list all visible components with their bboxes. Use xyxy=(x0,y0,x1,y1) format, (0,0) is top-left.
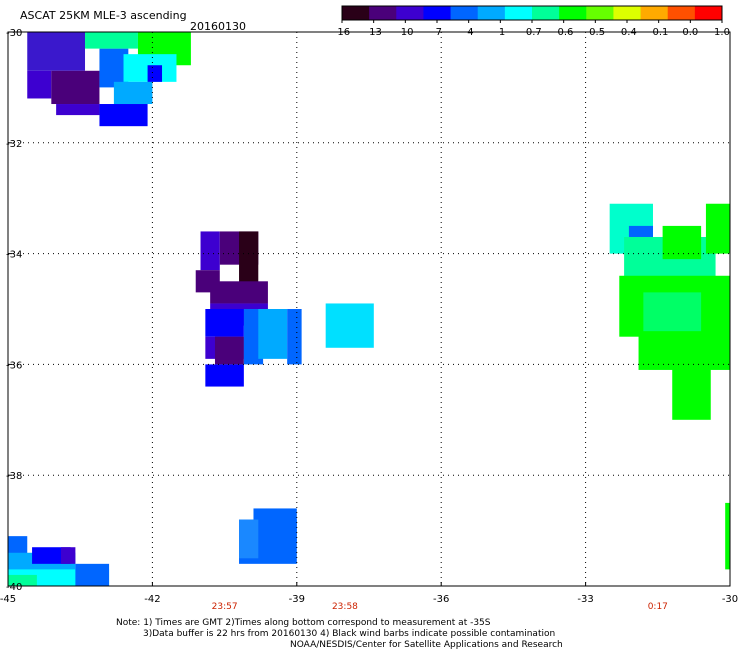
y-tick-label: -38 xyxy=(6,471,22,482)
data-cell xyxy=(325,303,374,348)
colorbar-segment xyxy=(667,6,696,20)
time-labels: 23:57 23:58 0:17 xyxy=(212,602,668,612)
data-cell xyxy=(205,309,244,337)
colorbar-segment xyxy=(396,6,424,20)
data-cell xyxy=(51,70,100,105)
colorbar-segment xyxy=(450,6,479,20)
data-cell xyxy=(239,231,259,287)
x-tick-label: -42 xyxy=(144,594,160,605)
data-cells xyxy=(8,32,730,586)
data-cell xyxy=(210,281,268,304)
data-cell xyxy=(85,32,138,49)
time-label: 23:58 xyxy=(332,602,358,612)
data-cell xyxy=(75,563,110,586)
y-tick-label: -32 xyxy=(6,139,22,150)
data-cell xyxy=(662,225,702,260)
plot-frame xyxy=(7,31,731,587)
colorbar-segment xyxy=(613,6,642,20)
y-tick-label: -30 xyxy=(6,28,22,39)
data-cell xyxy=(56,104,100,116)
x-tick-label: -45 xyxy=(0,594,16,605)
data-cell xyxy=(27,32,86,71)
grid-lines xyxy=(8,32,730,586)
colorbar-segment xyxy=(423,6,452,20)
y-tick-label: -34 xyxy=(6,250,22,261)
data-cell xyxy=(8,574,37,586)
data-cell xyxy=(195,270,220,293)
colorbar-segment xyxy=(559,6,587,20)
footer-note-1: Note: 1) Times are GMT 2)Times along bot… xyxy=(116,618,491,628)
data-cell xyxy=(672,364,711,420)
colorbar-segment xyxy=(640,6,669,20)
data-cell xyxy=(147,65,163,82)
chart-title: ASCAT 25KM MLE-3 ascending xyxy=(20,9,187,22)
data-cell xyxy=(214,336,244,365)
colorbar-segment xyxy=(586,6,614,20)
data-cell xyxy=(287,309,302,365)
footer-note-3: NOAA/NESDIS/Center for Satellite Applica… xyxy=(290,640,563,650)
x-tick-label: -39 xyxy=(289,594,305,605)
data-cell xyxy=(113,81,153,105)
colorbar-segment xyxy=(477,6,506,20)
colorbar-segment xyxy=(532,6,560,20)
x-tick-label: -36 xyxy=(433,594,449,605)
footer-note-2: 3)Data buffer is 22 hrs from 20160130 4)… xyxy=(143,629,555,639)
colorbar-segment xyxy=(369,6,397,20)
data-cell xyxy=(60,547,76,564)
time-label: 23:57 xyxy=(212,602,238,612)
data-cell xyxy=(643,292,702,337)
colorbar-segment xyxy=(694,6,723,20)
x-axis-ticks: -45 -42 -39 -36 -33 -30 xyxy=(0,582,738,605)
data-cell xyxy=(200,231,220,271)
data-cell xyxy=(725,502,730,570)
y-tick-label: -40 xyxy=(6,582,22,593)
y-tick-label: -36 xyxy=(6,360,22,371)
colorbar-segment xyxy=(342,6,370,20)
data-cell xyxy=(705,203,730,254)
data-cell xyxy=(205,364,244,387)
data-cell xyxy=(258,309,288,359)
x-tick-label: -30 xyxy=(722,594,738,605)
time-label: 0:17 xyxy=(648,602,668,612)
colorbar: -16 -13 -10 -7 -4 -1 -0.7 -0.6 -0.5 -0.4 -0.1 0.0 1.… xyxy=(334,5,730,38)
data-cell xyxy=(638,331,730,370)
data-cell xyxy=(27,70,52,99)
colorbar-segment xyxy=(504,6,533,20)
data-cell xyxy=(99,104,148,127)
x-tick-label: -33 xyxy=(577,594,593,605)
y-axis-ticks: -30 -32 -34 -36 -38 -40 xyxy=(6,28,22,593)
data-cell xyxy=(239,519,259,559)
chart-date: 20160130 xyxy=(190,20,246,33)
